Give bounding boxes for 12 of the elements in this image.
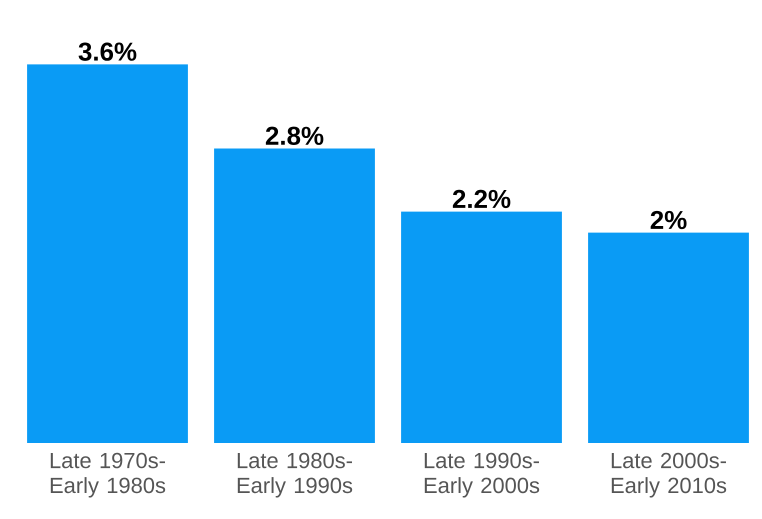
bar <box>214 148 375 443</box>
bar <box>27 64 188 443</box>
bar <box>588 232 749 443</box>
data-label: 3.6% <box>78 42 136 61</box>
bar <box>401 212 562 443</box>
x-tick-label: Late 2000s-Early 2010s <box>612 452 726 498</box>
x-tick-label: Late 1970s-Early 1980s <box>50 452 166 498</box>
data-label: 2.2% <box>452 190 510 208</box>
x-tick-label: Late 1980s-Early 1990s <box>238 452 352 498</box>
data-label: 2% <box>650 210 687 230</box>
x-tick-label: Late 1990s-Early 2000s <box>424 452 540 498</box>
data-label: 2.8% <box>266 126 324 145</box>
